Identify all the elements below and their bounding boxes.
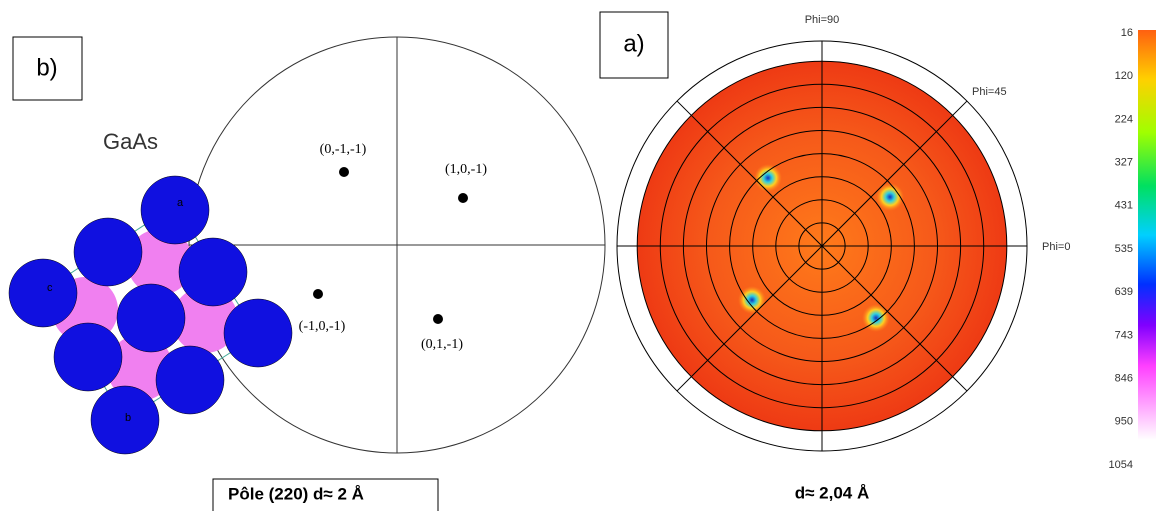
atom-as xyxy=(54,323,122,391)
colorbar xyxy=(1138,30,1156,440)
phi-label: Phi=45 xyxy=(972,86,1007,98)
pole-label: (-1,0,-1) xyxy=(299,319,346,334)
atom-as xyxy=(74,218,142,286)
atom-as xyxy=(179,238,247,306)
colorbar-label: 431 xyxy=(1115,200,1133,212)
atom-label: a xyxy=(177,197,184,209)
colorbar-label: 327 xyxy=(1115,157,1133,169)
caption: Pôle (220) d≈ 2 Å xyxy=(228,484,364,503)
colorbar-labels: 16 120 224 327 431 535 639 743 846 950 1054 xyxy=(1109,27,1133,471)
caption: d≈ 2,04 Å xyxy=(795,483,870,502)
phi-label: Phi=90 xyxy=(805,14,840,26)
colorbar-label: 224 xyxy=(1115,113,1133,125)
panel-label: b) xyxy=(36,54,57,81)
colorbar-label: 743 xyxy=(1115,329,1133,341)
atom-label: c xyxy=(47,282,53,294)
spot xyxy=(754,164,782,192)
spot xyxy=(862,304,890,332)
colorbar-label: 535 xyxy=(1115,243,1133,255)
pole-label: (1,0,-1) xyxy=(445,162,487,177)
figure: b) GaAs a c b (0,-1,-1) (1,0,-1) (-1,0,-… xyxy=(0,0,1158,511)
material: GaAs xyxy=(103,129,158,154)
colorbar-label: 639 xyxy=(1115,286,1133,298)
colorbar-label: 846 xyxy=(1115,373,1133,385)
crystal: a c b xyxy=(9,176,292,454)
pole xyxy=(313,289,323,299)
colorbar-label: 1054 xyxy=(1109,459,1133,471)
atom-label: b xyxy=(125,412,131,424)
pole xyxy=(458,193,468,203)
atom-as xyxy=(224,299,292,367)
atom-as xyxy=(141,176,209,244)
panel-label: a) xyxy=(623,30,644,57)
phi-label: Phi=0 xyxy=(1042,241,1070,253)
pole-label: (0,-1,-1) xyxy=(320,142,367,157)
grid xyxy=(617,41,1027,451)
colorbar-label: 120 xyxy=(1115,70,1133,82)
pole-label: (0,1,-1) xyxy=(421,337,463,352)
atom-as xyxy=(156,346,224,414)
atom-as xyxy=(117,284,185,352)
pole xyxy=(433,314,443,324)
spot xyxy=(738,286,766,314)
pole xyxy=(339,167,349,177)
colorbar-label: 16 xyxy=(1121,27,1133,39)
atom-as xyxy=(9,259,77,327)
colorbar-label: 950 xyxy=(1115,416,1133,428)
